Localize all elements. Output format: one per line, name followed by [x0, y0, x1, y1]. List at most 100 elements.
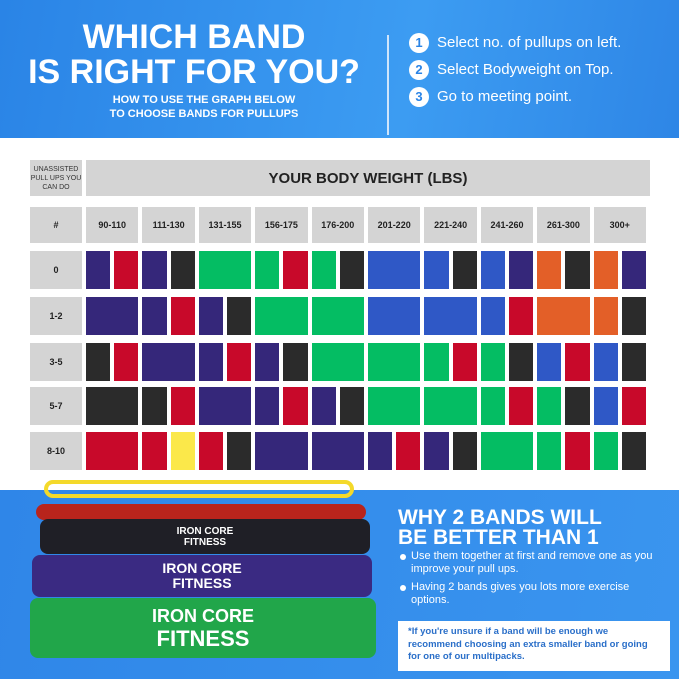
subtitle: HOW TO USE THE GRAPH BELOW TO CHOOSE BAND…: [54, 93, 354, 121]
heading-line-2: BE BETTER THAN 1: [398, 526, 599, 549]
band-swatch: [621, 387, 646, 425]
benefits-list: Use them together at first and remove on…: [398, 550, 668, 612]
band-cell: [593, 251, 646, 289]
band-swatch: [509, 343, 534, 381]
band-swatch: [368, 432, 393, 470]
column-header: 90-110: [86, 207, 139, 243]
band-cell: [142, 251, 195, 289]
column-header: 221-240: [424, 207, 477, 243]
band-swatch: [565, 343, 590, 381]
row-label: 0: [30, 251, 82, 289]
band-swatch: [255, 297, 308, 335]
band-cell: [142, 297, 195, 335]
band-swatch: [621, 297, 646, 335]
step-text: Go to meeting point.: [437, 88, 573, 105]
band-swatch: [198, 432, 223, 470]
step-text: Select no. of pullups on left.: [437, 34, 622, 51]
band-swatch: [114, 343, 139, 381]
band-cell: [424, 432, 477, 470]
band-swatch: [396, 432, 421, 470]
band-swatch: [537, 343, 562, 381]
band-swatch: [621, 432, 646, 470]
band-swatch: [424, 297, 477, 335]
band-cell: [593, 343, 646, 381]
bottom-section: IRON CORE FITNESS IRON CORE FITNESS IRON C…: [0, 480, 679, 679]
row-label: 8-10: [30, 432, 82, 470]
band-cell: [480, 432, 534, 470]
step-number: 3: [409, 86, 429, 107]
band-swatch: [593, 251, 618, 289]
band-swatch: [480, 387, 505, 425]
band-cell: [593, 387, 646, 425]
band-swatch: [170, 297, 195, 335]
band-swatch: [170, 432, 195, 470]
column-header: 300+: [593, 207, 646, 243]
band-swatch: [227, 432, 252, 470]
band-swatch: [311, 343, 364, 381]
band-cell: [537, 387, 590, 425]
band-cell: [368, 297, 421, 335]
band-cell: [424, 343, 477, 381]
band-swatch: [311, 297, 364, 335]
band-swatch: [480, 297, 505, 335]
band-cell: [198, 387, 252, 425]
band-swatch: [565, 432, 590, 470]
band-swatch: [339, 251, 364, 289]
band-swatch: [170, 387, 195, 425]
page-title: WHICH BAND IS RIGHT FOR YOU?: [14, 20, 374, 90]
step-1: 1 Select no. of pullups on left.: [409, 29, 621, 56]
band-swatch: [255, 387, 280, 425]
band-swatch: [283, 387, 308, 425]
band-cell: [593, 432, 646, 470]
band-cell: [198, 343, 252, 381]
title-line-2: IS RIGHT FOR YOU?: [28, 53, 360, 91]
column-header: 241-260: [480, 207, 534, 243]
band-cell: [311, 432, 364, 470]
band-cell: [198, 251, 252, 289]
band-swatch: [198, 387, 252, 425]
band-cell: [142, 343, 195, 381]
band-swatch: [565, 251, 590, 289]
column-header: 201-220: [368, 207, 421, 243]
step-3: 3 Go to meeting point.: [409, 83, 621, 110]
band-cell: [368, 432, 421, 470]
band-cell: [86, 343, 139, 381]
column-header: 156-175: [255, 207, 308, 243]
logo-text: FITNESS: [183, 536, 227, 548]
band-swatch: [565, 387, 590, 425]
step-number: 1: [409, 32, 429, 53]
heading-line-1: WHY 2 BANDS WILL: [398, 506, 602, 529]
divider: [387, 35, 389, 135]
band-swatch: [452, 432, 477, 470]
band-cell: [311, 297, 364, 335]
purple-band: IRON CORE FITNESS: [32, 555, 372, 597]
header-banner: WHICH BAND IS RIGHT FOR YOU? HOW TO USE T…: [0, 0, 679, 138]
row-label: 3-5: [30, 343, 82, 381]
band-swatch: [537, 387, 562, 425]
corner-label: UNASSISTED PULL UPS YOU CAN DO: [30, 160, 82, 196]
band-swatch: [480, 251, 505, 289]
band-swatch: [537, 251, 562, 289]
band-swatch: [86, 251, 111, 289]
step-2: 2 Select Bodyweight on Top.: [409, 56, 621, 83]
band-swatch: [86, 343, 111, 381]
band-cell: [311, 343, 364, 381]
band-swatch: [593, 297, 618, 335]
band-swatch: [424, 387, 477, 425]
band-cell: [537, 343, 590, 381]
band-swatch: [480, 432, 534, 470]
band-swatch: [537, 297, 590, 335]
band-swatch: [593, 432, 618, 470]
band-swatch: [452, 343, 477, 381]
band-cell: [424, 297, 477, 335]
band-swatch: [509, 251, 534, 289]
logo-text: IRON CORE: [176, 525, 234, 537]
subtitle-line-2: TO CHOOSE BANDS FOR PULLUPS: [109, 108, 299, 120]
column-header: 111-130: [142, 207, 195, 243]
band-cell: [424, 387, 477, 425]
band-swatch: [142, 432, 167, 470]
band-swatch: [509, 387, 534, 425]
step-text: Select Bodyweight on Top.: [437, 61, 614, 78]
logo-text: FITNESS: [172, 575, 232, 591]
band-swatch: [227, 297, 252, 335]
